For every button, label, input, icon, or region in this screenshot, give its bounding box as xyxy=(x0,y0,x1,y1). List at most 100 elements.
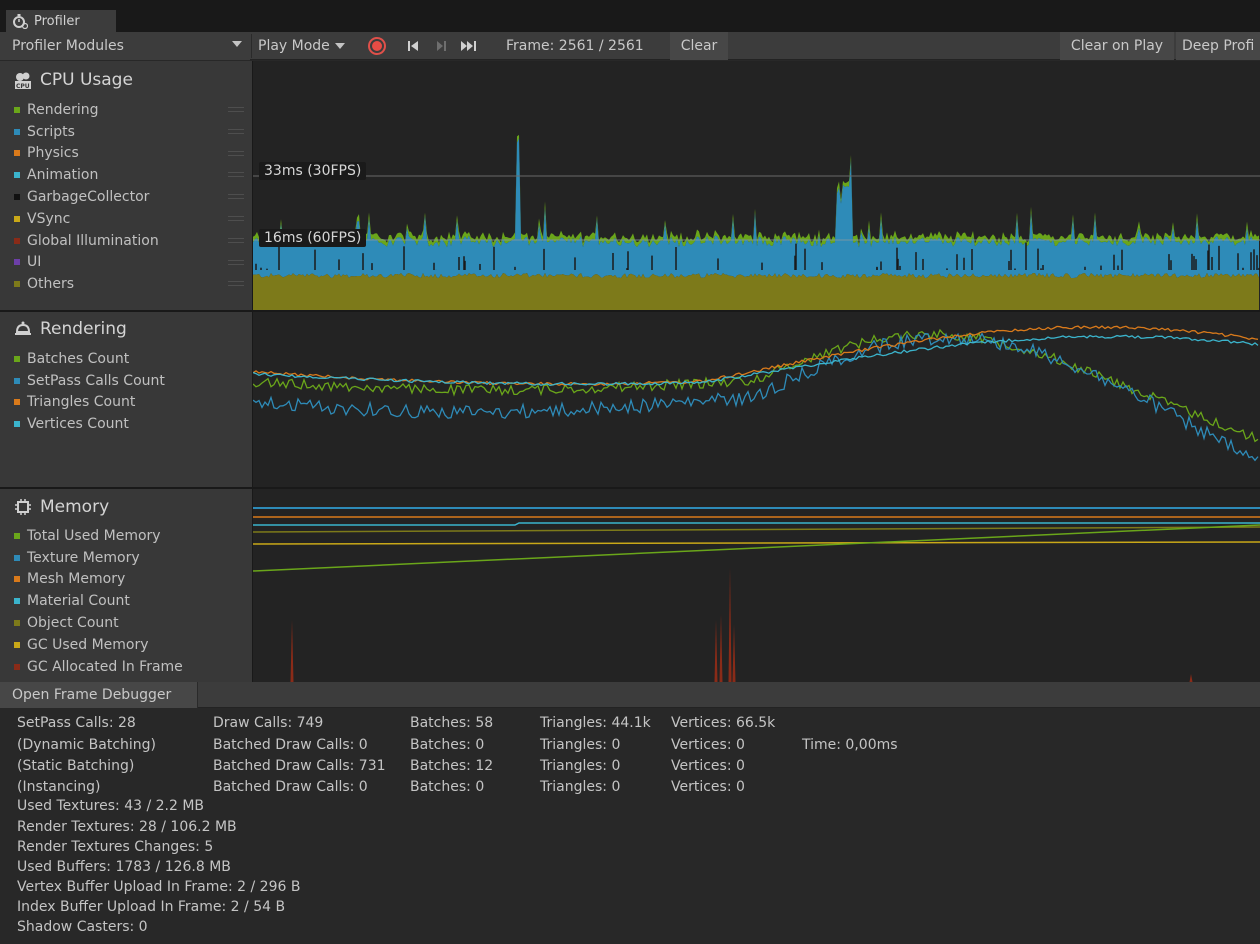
gc-allocated-spike xyxy=(714,620,718,682)
gc-allocated-spike xyxy=(290,620,294,682)
legend-swatch[interactable] xyxy=(14,598,20,605)
legend-swatch[interactable] xyxy=(14,237,20,244)
legend-swatch[interactable] xyxy=(14,172,20,179)
legend-swatch[interactable] xyxy=(14,576,20,583)
legend-label: Physics xyxy=(27,145,79,162)
clear-on-play-toggle[interactable]: Clear on Play xyxy=(1060,32,1174,60)
legend-label: Mesh Memory xyxy=(27,571,126,588)
current-frame-button[interactable] xyxy=(456,32,482,60)
open-frame-debugger-button[interactable]: Open Frame Debugger xyxy=(0,682,198,708)
cpu-module-title[interactable]: CPU CPU Usage xyxy=(12,69,133,91)
profiler-modules-label: Profiler Modules xyxy=(12,38,124,54)
clear-label: Clear xyxy=(680,38,718,54)
legend-item[interactable]: UI xyxy=(14,252,244,274)
tab-strip: Profiler xyxy=(0,10,1260,32)
profiler-modules-dropdown[interactable]: Profiler Modules xyxy=(0,32,250,60)
legend-item[interactable]: Rendering xyxy=(14,99,244,121)
scripts-area xyxy=(253,138,1259,278)
memory-module-label: Memory xyxy=(40,497,110,517)
legend-item[interactable]: Others xyxy=(14,273,244,295)
rendering-module-sidebar[interactable]: Rendering Batches Count SetPass Calls Cou… xyxy=(0,312,252,487)
legend-item[interactable]: SetPass Calls Count xyxy=(14,370,244,392)
legend-swatch[interactable] xyxy=(14,620,20,627)
module-divider xyxy=(0,310,1260,312)
legend-item[interactable]: Batches Count xyxy=(14,348,244,370)
legend-swatch[interactable] xyxy=(14,532,20,539)
open-frame-debugger-label: Open Frame Debugger xyxy=(12,687,172,703)
legend-item[interactable]: Scripts xyxy=(14,121,244,143)
legend-swatch[interactable] xyxy=(14,399,20,406)
cpu-usage-chart[interactable]: 33ms (30FPS) 16ms (60FPS) xyxy=(253,61,1260,310)
legend-item[interactable]: Global Illumination xyxy=(14,230,244,252)
legend-item[interactable]: Material Count xyxy=(14,590,244,612)
legend-item[interactable]: Total Used Memory xyxy=(14,525,244,547)
deep-profile-toggle[interactable]: Deep Profi xyxy=(1176,32,1260,60)
stat-render-textures-changes: Render Textures Changes: 5 xyxy=(17,839,214,855)
legend-item[interactable]: Triangles Count xyxy=(14,392,244,414)
drag-handle-icon[interactable] xyxy=(228,128,244,134)
legend-label: Rendering xyxy=(27,101,99,118)
legend-swatch[interactable] xyxy=(14,215,20,222)
legend-swatch[interactable] xyxy=(14,259,20,266)
legend-item[interactable]: VSync xyxy=(14,208,244,230)
drag-handle-icon[interactable] xyxy=(228,237,244,243)
others-area xyxy=(253,273,1259,310)
legend-item[interactable]: GarbageCollector xyxy=(14,186,244,208)
drag-handle-icon[interactable] xyxy=(228,215,244,221)
record-button[interactable] xyxy=(360,32,394,60)
legend-swatch[interactable] xyxy=(14,421,20,428)
rendering-area xyxy=(253,134,1259,248)
stat-instancing-batched-draw-calls: Batched Draw Calls: 0 xyxy=(213,779,368,795)
drag-handle-icon[interactable] xyxy=(228,194,244,200)
legend-label: Global Illumination xyxy=(27,232,159,249)
rendering-module-title[interactable]: Rendering xyxy=(12,318,127,340)
next-frame-button[interactable] xyxy=(428,32,454,60)
deep-profile-label: Deep Profi xyxy=(1182,38,1255,54)
drag-handle-icon[interactable] xyxy=(228,281,244,287)
tab-profiler[interactable]: Profiler xyxy=(6,10,116,32)
pane-divider xyxy=(252,489,253,682)
legend-swatch[interactable] xyxy=(14,663,20,670)
legend-item[interactable]: Texture Memory xyxy=(14,547,244,569)
drag-handle-icon[interactable] xyxy=(228,150,244,156)
stat-static-vertices: Vertices: 0 xyxy=(671,758,745,774)
stat-batches: Batches: 58 xyxy=(410,715,494,731)
memory-module-title[interactable]: Memory xyxy=(12,496,109,518)
stat-vertices: Vertices: 66.5k xyxy=(671,715,776,731)
legend-swatch[interactable] xyxy=(14,281,20,288)
profiler-toolbar: Profiler Modules Play Mode Frame: 2561 /… xyxy=(0,32,1260,60)
first-frame-button[interactable] xyxy=(400,32,426,60)
memory-chart[interactable] xyxy=(253,489,1260,682)
cpu-module-label: CPU Usage xyxy=(40,70,133,90)
cpu-module-sidebar[interactable]: CPU CPU Usage Rendering Scripts Physics Ani… xyxy=(0,61,252,310)
legend-label: Others xyxy=(27,276,75,293)
play-mode-dropdown[interactable]: Play Mode xyxy=(252,32,358,60)
memory-module-sidebar[interactable]: Memory Total Used Memory Texture Memory Me… xyxy=(0,489,252,682)
legend-item[interactable]: GC Allocated In Frame xyxy=(14,656,244,678)
stat-vertex-buffer-upload: Vertex Buffer Upload In Frame: 2 / 296 B xyxy=(17,879,301,895)
legend-item[interactable]: GC Used Memory xyxy=(14,634,244,656)
rendering-chart[interactable] xyxy=(253,312,1260,487)
drag-handle-icon[interactable] xyxy=(228,259,244,265)
legend-item[interactable]: Physics xyxy=(14,143,244,165)
legend-swatch[interactable] xyxy=(14,641,20,648)
stat-static-batching: (Static Batching) xyxy=(17,758,135,774)
legend-item[interactable]: Mesh Memory xyxy=(14,569,244,591)
legend-label: Material Count xyxy=(27,593,130,610)
clear-button[interactable]: Clear xyxy=(670,32,728,60)
legend-item[interactable]: Vertices Count xyxy=(14,413,244,435)
legend-swatch[interactable] xyxy=(14,355,20,362)
legend-swatch[interactable] xyxy=(14,150,20,157)
stat-index-buffer-upload: Index Buffer Upload In Frame: 2 / 54 B xyxy=(17,899,286,915)
legend-swatch[interactable] xyxy=(14,106,20,113)
drag-handle-icon[interactable] xyxy=(228,107,244,112)
legend-swatch[interactable] xyxy=(14,377,20,384)
legend-item[interactable]: Animation xyxy=(14,164,244,186)
drag-handle-icon[interactable] xyxy=(228,172,244,178)
legend-swatch[interactable] xyxy=(14,554,20,561)
stat-instancing-triangles: Triangles: 0 xyxy=(540,779,621,795)
legend-swatch[interactable] xyxy=(14,128,20,135)
legend-swatch[interactable] xyxy=(14,194,20,201)
legend-item[interactable]: Object Count xyxy=(14,612,244,634)
tab-title: Profiler xyxy=(34,13,80,29)
